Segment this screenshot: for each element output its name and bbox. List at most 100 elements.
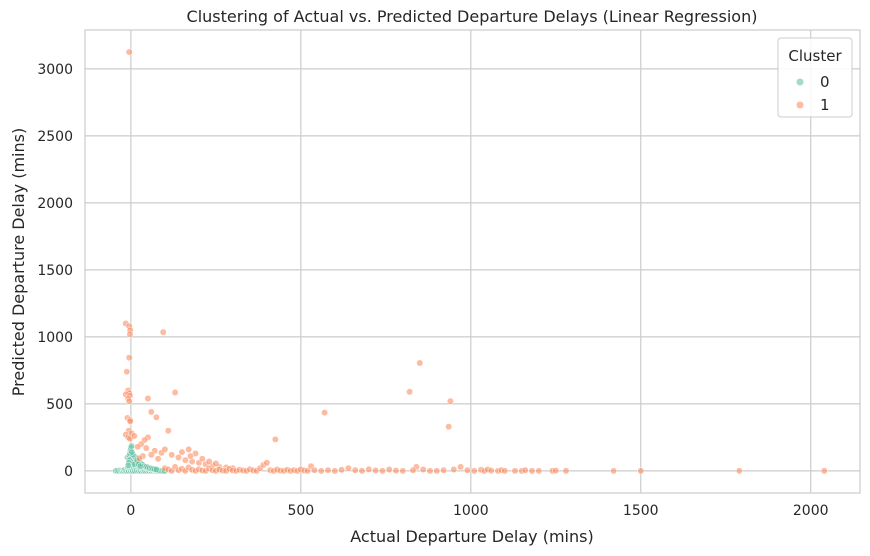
series-cluster-0	[112, 442, 169, 475]
plot-area-frame	[84, 29, 861, 494]
data-point	[331, 467, 339, 475]
data-point	[610, 467, 618, 475]
x-tick-label: 0	[126, 503, 135, 519]
chart-title: Clustering of Actual vs. Predicted Depar…	[187, 7, 758, 26]
data-point	[470, 467, 478, 475]
x-axis-title: Actual Departure Delay (mins)	[350, 527, 593, 546]
y-tick-label: 500	[46, 397, 73, 413]
data-point	[125, 48, 133, 56]
x-tick-labels: 0 500 1000 1500 2000	[126, 503, 828, 519]
data-point	[344, 464, 352, 472]
x-tick-label: 1000	[453, 503, 489, 519]
data-point	[159, 328, 167, 336]
data-point	[178, 448, 186, 456]
data-point	[152, 466, 160, 473]
data-point	[147, 451, 155, 459]
data-point	[271, 435, 279, 443]
x-tick-label: 500	[287, 503, 314, 519]
y-tick-label: 3000	[37, 62, 73, 78]
legend-label-cluster-0: 0	[820, 73, 830, 91]
data-point	[152, 413, 160, 421]
data-point	[212, 460, 220, 467]
data-point	[351, 466, 359, 474]
y-tick-label: 2500	[37, 129, 73, 145]
data-point	[528, 467, 536, 475]
data-point	[511, 467, 519, 475]
data-point	[128, 442, 136, 450]
data-point	[637, 467, 645, 475]
data-points	[112, 48, 828, 475]
data-point	[820, 467, 828, 475]
series-cluster-1	[122, 48, 828, 475]
data-point	[552, 467, 560, 475]
x-tick-label: 1500	[623, 503, 659, 519]
data-point	[161, 445, 169, 453]
data-point	[358, 467, 366, 475]
data-point	[385, 466, 393, 473]
data-point	[365, 465, 373, 473]
data-point	[304, 467, 312, 475]
data-point	[409, 466, 417, 474]
data-point	[142, 444, 150, 452]
legend-marker-cluster-0	[796, 78, 804, 86]
data-point	[136, 462, 144, 470]
y-axis-title: Predicted Departure Delay (mins)	[9, 128, 28, 396]
data-point	[263, 459, 271, 467]
data-point	[154, 455, 162, 463]
data-point	[128, 448, 136, 456]
data-point	[134, 443, 142, 451]
data-point	[562, 467, 570, 475]
x-tick-label: 2000	[793, 503, 829, 519]
legend-marker-cluster-1	[796, 101, 804, 109]
y-tick-label: 2000	[37, 196, 73, 212]
data-point	[735, 467, 743, 475]
data-point	[130, 432, 138, 440]
data-point	[372, 467, 380, 474]
data-point	[185, 445, 193, 453]
legend-label-cluster-1: 1	[820, 96, 830, 114]
data-point	[126, 330, 134, 338]
data-point	[406, 388, 414, 396]
data-point	[446, 397, 454, 405]
data-point	[457, 463, 465, 471]
data-point	[378, 467, 386, 475]
data-point	[521, 466, 529, 474]
data-point	[125, 354, 133, 362]
data-point	[198, 455, 206, 463]
data-point	[392, 467, 400, 475]
y-tick-label: 0	[64, 464, 73, 480]
data-point	[186, 452, 194, 460]
data-point	[426, 467, 434, 475]
y-tick-labels: 0 500 1000 1500 2000 2500 3000	[37, 62, 73, 480]
data-point	[125, 397, 133, 405]
data-point	[535, 467, 543, 475]
data-point	[181, 456, 189, 464]
data-point	[487, 467, 495, 475]
data-point	[501, 467, 509, 475]
data-point	[135, 454, 143, 462]
data-point	[463, 466, 471, 474]
data-point	[321, 409, 329, 417]
data-point	[416, 359, 424, 367]
data-point	[164, 427, 172, 435]
legend-box	[777, 37, 853, 118]
data-point	[171, 389, 179, 396]
data-point	[144, 395, 152, 402]
data-point	[338, 466, 346, 474]
data-point	[324, 466, 332, 474]
data-point	[175, 454, 182, 461]
data-point	[450, 466, 458, 473]
y-tick-label: 1000	[37, 330, 73, 346]
data-point	[123, 368, 131, 376]
data-point	[126, 417, 134, 425]
data-point	[205, 458, 213, 465]
data-point	[419, 466, 427, 473]
plot-area-background	[85, 30, 860, 493]
legend-title: Cluster	[788, 47, 842, 65]
data-point	[445, 423, 453, 431]
data-point	[433, 467, 441, 475]
data-point	[317, 467, 325, 475]
data-point	[310, 466, 318, 474]
data-point	[168, 451, 176, 459]
